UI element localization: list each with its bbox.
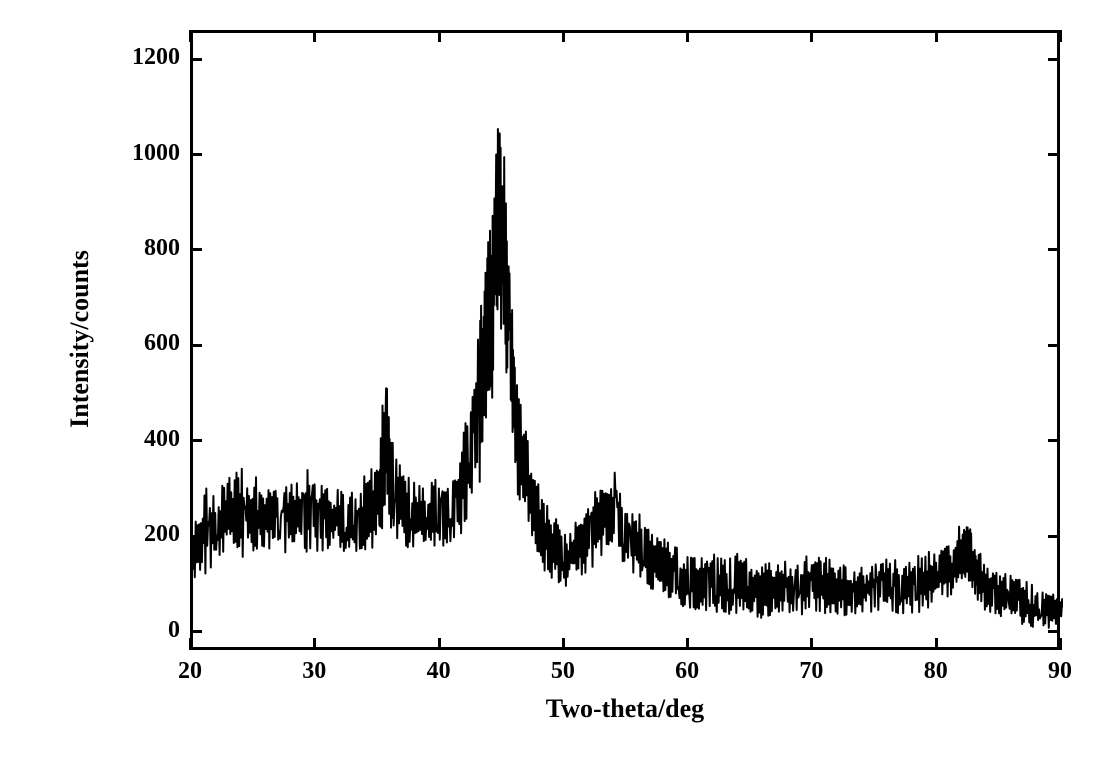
x-tick (1059, 30, 1062, 42)
y-tick (190, 344, 202, 347)
x-tick (1059, 638, 1062, 650)
x-tick-label: 50 (533, 658, 593, 685)
y-tick (1048, 248, 1060, 251)
xrd-data-line (193, 33, 1063, 653)
y-tick-label: 0 (90, 617, 180, 644)
x-tick-label: 80 (906, 658, 966, 685)
y-tick (1048, 439, 1060, 442)
y-tick-label: 800 (90, 235, 180, 262)
x-tick (562, 638, 565, 650)
y-tick (190, 439, 202, 442)
x-tick (686, 638, 689, 650)
xrd-trace (193, 129, 1063, 628)
y-tick (1048, 58, 1060, 61)
x-tick (438, 638, 441, 650)
y-tick (1048, 153, 1060, 156)
y-tick (190, 630, 202, 633)
y-tick (190, 153, 202, 156)
x-tick-label: 70 (781, 658, 841, 685)
y-tick (1048, 344, 1060, 347)
x-tick (935, 638, 938, 650)
x-tick-label: 40 (409, 658, 469, 685)
x-tick (189, 638, 192, 650)
x-tick (686, 30, 689, 42)
y-tick-label: 400 (90, 426, 180, 453)
y-tick (1048, 535, 1060, 538)
x-tick-label: 30 (284, 658, 344, 685)
x-tick (562, 30, 565, 42)
x-tick (438, 30, 441, 42)
x-tick (313, 638, 316, 650)
x-tick (810, 638, 813, 650)
y-tick (190, 58, 202, 61)
y-tick-label: 1200 (90, 44, 180, 71)
y-tick-label: 200 (90, 521, 180, 548)
y-tick-label: 1000 (90, 140, 180, 167)
x-tick (189, 30, 192, 42)
xrd-chart: Intensity/counts Two-theta/deg 020040060… (60, 20, 1080, 740)
x-tick-label: 90 (1030, 658, 1090, 685)
y-tick (190, 535, 202, 538)
x-tick-label: 60 (657, 658, 717, 685)
x-tick (313, 30, 316, 42)
plot-area (190, 30, 1060, 650)
x-tick (935, 30, 938, 42)
x-tick-label: 20 (160, 658, 220, 685)
y-tick-label: 600 (90, 330, 180, 357)
x-tick (810, 30, 813, 42)
y-tick (190, 248, 202, 251)
x-axis-label: Two-theta/deg (475, 694, 775, 724)
y-tick (1048, 630, 1060, 633)
